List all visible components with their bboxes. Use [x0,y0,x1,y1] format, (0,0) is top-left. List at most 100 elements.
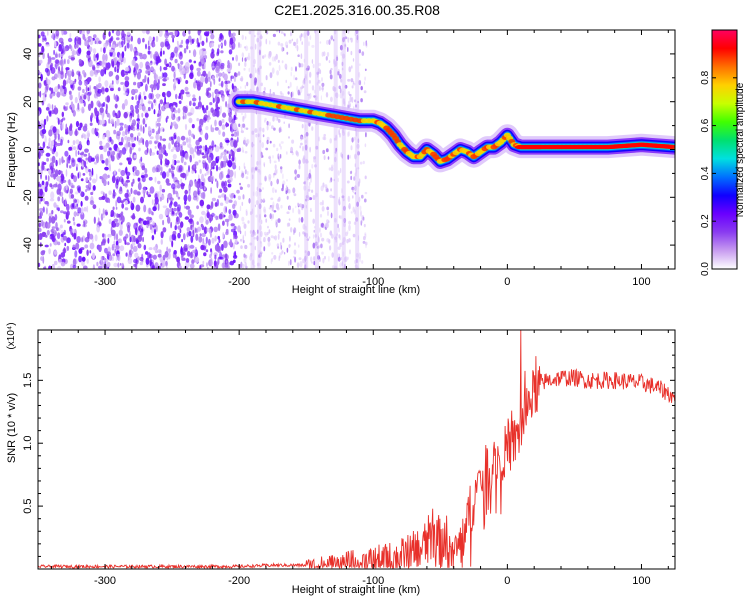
noise-speck [61,156,64,164]
noise-speck [305,73,307,80]
noise-speck [137,132,141,136]
noise-speck [143,95,147,100]
noise-speck [219,188,223,193]
noise-speck [83,153,88,157]
noise-speck [189,64,194,71]
noise-speck [54,73,58,80]
noise-speck [337,170,340,176]
noise-speck [262,198,265,202]
noise-speck [92,204,97,210]
noise-speck [116,196,122,204]
noise-speck [68,179,71,186]
noise-speck [222,232,224,239]
noise-speck [51,263,56,269]
noise-speck [96,156,99,164]
noise-speck [255,200,259,206]
noise-speck [61,30,64,36]
noise-speck [244,169,247,175]
noise-speck [298,257,302,260]
noise-speck [202,245,207,251]
noise-speck [103,42,107,49]
noise-speck [225,206,227,213]
noise-speck [354,163,356,168]
noise-speck [231,162,236,166]
noise-speck [317,79,321,84]
noise-speck [116,213,119,218]
noise-speck [102,214,105,219]
noise-speck [77,37,82,45]
noise-speck [89,177,92,181]
y-tick-label: 0 [22,146,34,152]
noise-speck [186,44,189,50]
noise-speck [211,145,214,151]
noise-speck [172,230,177,236]
noise-speck [110,209,115,217]
noise-speck [200,75,205,83]
noise-speck [129,147,132,155]
noise-speck [348,66,352,73]
noise-speck [348,224,351,231]
noise-speck [162,219,165,226]
noise-speck [140,156,143,162]
noise-speck [80,200,83,207]
noise-speck [141,30,147,34]
noise-speck [311,59,314,64]
noise-speck [311,85,315,91]
noise-speck [323,225,325,229]
noise-speck [84,148,89,153]
noise-speck [311,126,314,131]
noise-speck [271,187,275,194]
noise-speck [131,119,137,126]
noise-speck [115,255,118,262]
noise-speck [165,260,168,267]
noise-speck [123,236,127,242]
noise-speck [169,31,174,36]
noise-speck [187,143,189,148]
noise-speck [280,166,283,170]
noise-speck [298,63,301,68]
noise-speck [199,199,205,207]
noise-speck [150,262,155,269]
colorbar-tick-label: 0.8 [700,70,711,84]
noise-speck [265,147,269,151]
noise-speck [275,189,277,193]
noise-speck [329,245,332,251]
noise-speck [55,159,58,167]
noise-speck [72,216,75,222]
noise-speck [151,128,155,134]
noise-speck [356,103,360,110]
noise-speck [172,153,177,160]
noise-speck [53,145,57,153]
noise-speck [206,92,212,98]
noise-speck [332,195,336,199]
noise-speck [321,77,323,82]
noise-speck [244,61,247,67]
noise-speck [321,237,325,242]
noise-speck [293,193,297,197]
noise-speck [335,147,338,152]
noise-speck [339,92,343,99]
noise-speck [238,62,241,67]
noise-speck [74,78,77,83]
noise-speck [154,196,159,205]
noise-speck [218,213,223,220]
noise-speck [218,129,221,135]
noise-speck [161,171,167,179]
noise-speck [152,36,155,42]
noise-speck [125,242,130,246]
noise-speck [90,191,94,196]
noise-speck [175,253,177,260]
noise-speck [249,73,253,79]
noise-speck [313,256,316,261]
noise-speck [72,244,76,250]
noise-speck [216,106,220,110]
noise-speck [293,227,297,234]
noise-speck [143,191,145,199]
noise-speck [87,39,92,42]
noise-speck [335,239,338,243]
noise-speck [349,96,352,103]
noise-speck [152,43,156,47]
noise-speck [137,182,142,191]
noise-speck [317,255,320,260]
noise-speck [45,175,47,181]
